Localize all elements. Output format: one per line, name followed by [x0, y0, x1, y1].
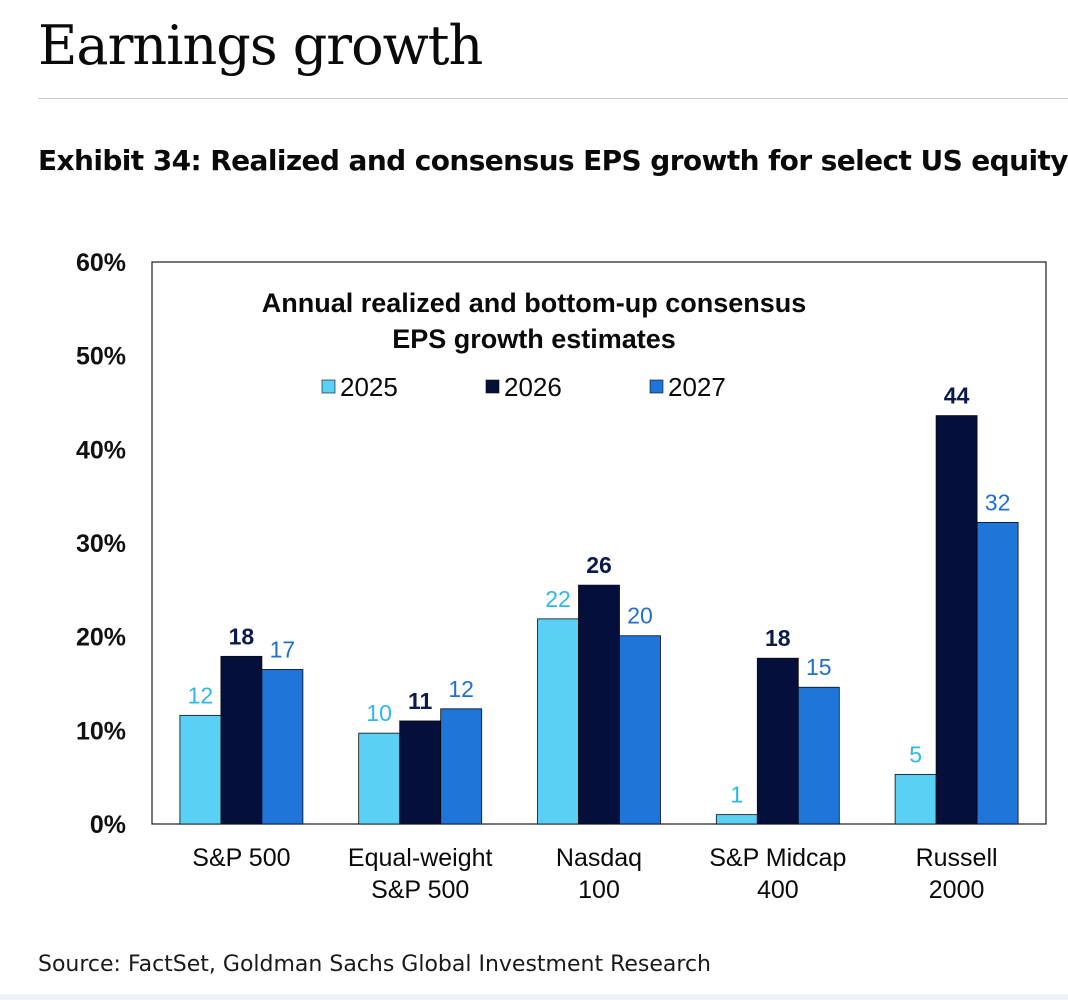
bar-2025	[179, 714, 222, 825]
exhibit-title: Exhibit 34: Realized and consensus EPS g…	[38, 144, 1068, 177]
y-tick-label: 50%	[76, 343, 126, 371]
data-label-2027: 20	[627, 603, 653, 629]
y-tick-label: 20%	[76, 624, 126, 652]
legend-label-2026: 2026	[504, 372, 562, 402]
data-label-2025: 10	[366, 700, 392, 726]
bar-2027	[976, 521, 1019, 825]
bar-2025	[894, 773, 937, 825]
data-label-2027: 15	[806, 654, 832, 680]
x-category-label: S&P 500	[371, 876, 469, 904]
bar-2026	[756, 657, 799, 825]
chart-title-line: EPS growth estimates	[392, 324, 676, 354]
data-label-2025: 22	[545, 586, 571, 612]
data-label-2027: 17	[270, 636, 296, 662]
bar-2027	[261, 669, 304, 825]
data-label-2026: 11	[408, 688, 433, 714]
legend-swatch-2026	[485, 379, 500, 394]
data-label-2027: 32	[985, 489, 1011, 515]
y-tick-label: 40%	[76, 436, 126, 464]
data-label-2026: 44	[944, 383, 970, 409]
bottom-rule	[0, 994, 1068, 1000]
x-category-label: Russell	[916, 844, 998, 872]
legend-swatch-2025	[321, 379, 336, 394]
bar-2025	[715, 814, 758, 825]
y-tick-label: 30%	[76, 530, 126, 558]
data-label-2025: 5	[909, 741, 922, 767]
bar-2025	[358, 732, 401, 825]
bar-2026	[220, 655, 263, 825]
bar-2026	[578, 584, 620, 825]
title-divider	[38, 98, 1068, 99]
data-label-2025: 12	[188, 682, 214, 708]
legend-label-2027: 2027	[668, 372, 726, 402]
y-tick-label: 60%	[76, 249, 126, 277]
bar-2027	[619, 635, 661, 825]
data-label-2026: 18	[765, 625, 791, 651]
data-label-2025: 1	[730, 782, 743, 808]
chart-title-line: Annual realized and bottom-up consensus	[262, 288, 807, 318]
bar-2027	[440, 708, 483, 825]
x-category-label: S&P Midcap	[709, 844, 846, 872]
x-category-label: S&P 500	[192, 844, 290, 872]
legend-swatch-2027	[649, 379, 664, 394]
bar-2026	[935, 415, 978, 825]
bar-chart: 0% 10% 20% 30% 40% 50% 60% Annual realized and …	[76, 249, 1047, 904]
page-title: Earnings growth	[38, 14, 483, 77]
x-category-label: 2000	[929, 876, 985, 904]
x-category-label: Equal-weight	[348, 844, 493, 872]
x-category-label: 400	[757, 876, 799, 904]
data-label-2027: 12	[448, 676, 474, 702]
x-category-label: Nasdaq	[556, 844, 642, 872]
bar-2027	[797, 686, 840, 825]
legend-label-2025: 2025	[340, 372, 398, 402]
bar-2026	[399, 720, 442, 825]
x-category-label: 100	[578, 876, 620, 904]
bar-2025	[537, 618, 579, 825]
data-label-2026: 18	[229, 623, 255, 649]
source-note: Source: FactSet, Goldman Sachs Global In…	[38, 952, 711, 977]
y-tick-label: 0%	[90, 811, 126, 839]
y-tick-label: 10%	[76, 717, 126, 745]
data-label-2026: 26	[586, 552, 612, 578]
